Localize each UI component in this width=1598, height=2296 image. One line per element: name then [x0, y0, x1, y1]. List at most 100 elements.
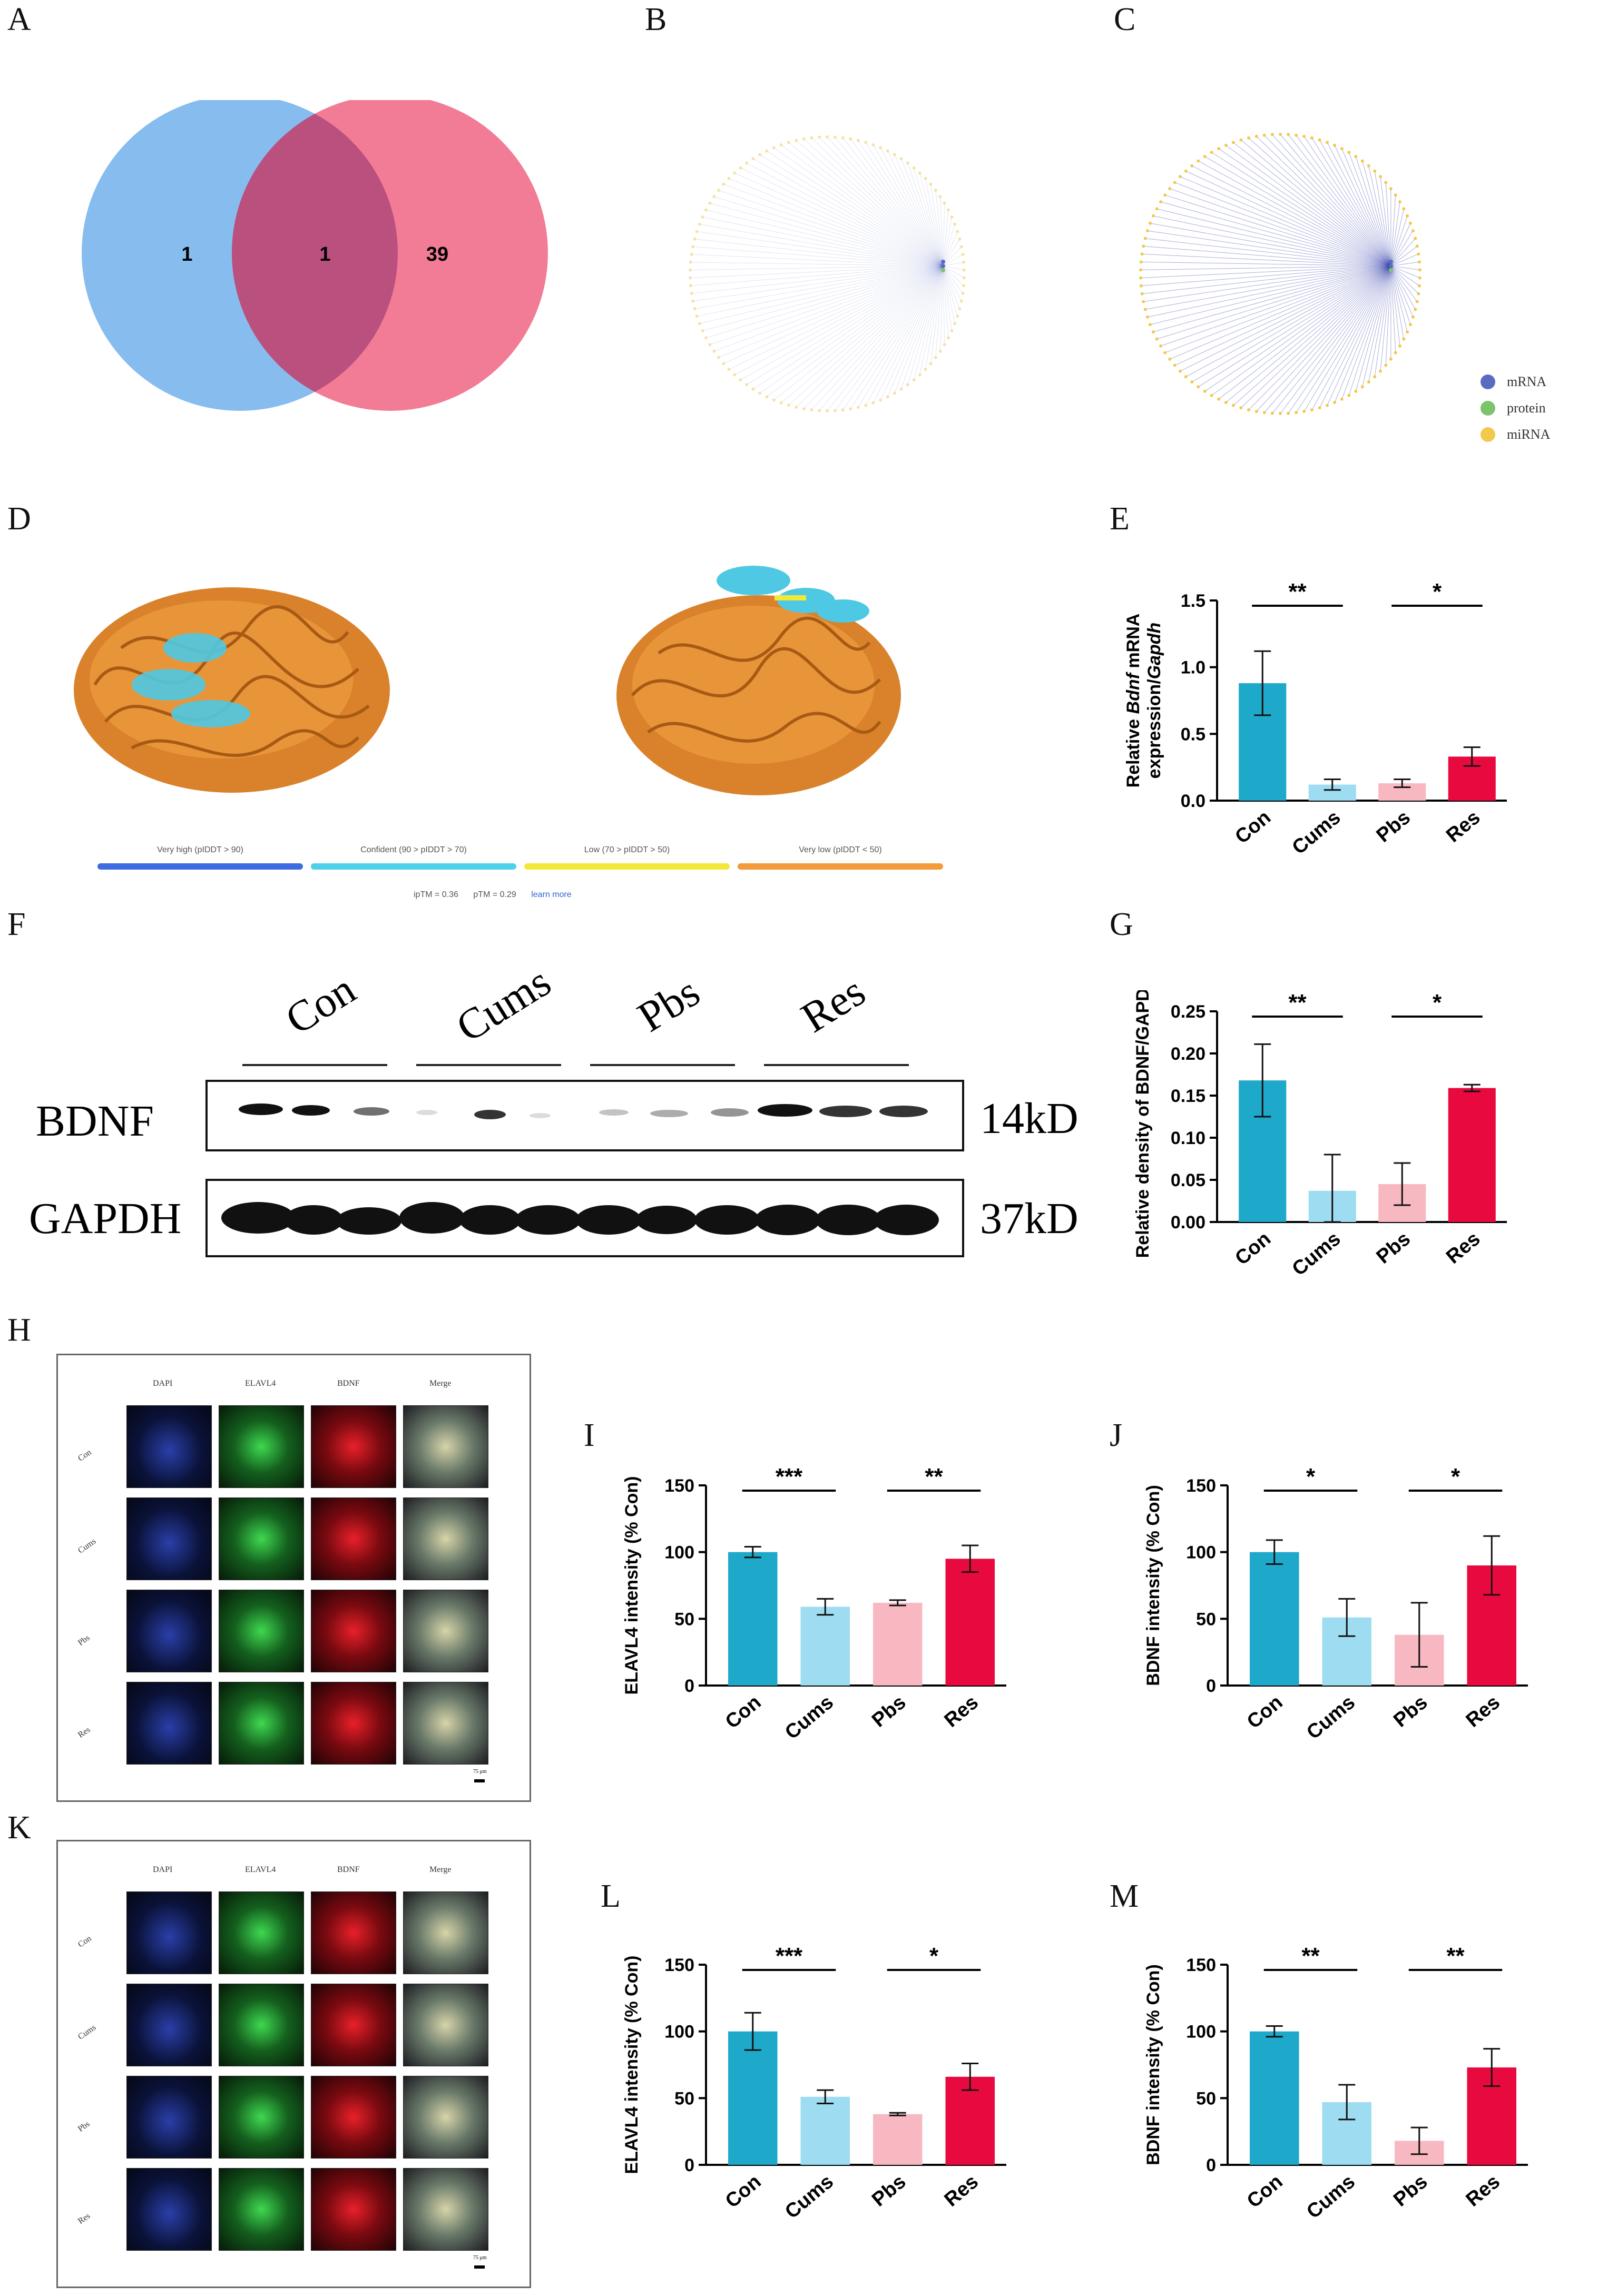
- protein-structure-right: [616, 566, 901, 795]
- net-b-node: [795, 406, 798, 409]
- chart-g-x-label-con: Con: [1231, 1228, 1275, 1270]
- net-b-node: [722, 182, 726, 186]
- if-h-image-pbs-dapi: [126, 1590, 212, 1672]
- net-c-node: [1254, 134, 1258, 138]
- if-h-image-res-elavl4: [219, 1682, 304, 1765]
- net-c-edge: [1303, 136, 1391, 267]
- chart-e-y-tick-label: 0.5: [1181, 724, 1205, 744]
- network-diagram-b: [689, 135, 966, 412]
- net-c-edge: [1165, 194, 1391, 267]
- if-h-image-cums-merge: [403, 1497, 488, 1580]
- net-c-node: [1295, 411, 1298, 415]
- net-c-edge: [1272, 265, 1391, 413]
- net-c-edge: [1390, 215, 1408, 267]
- net-b-edge: [887, 265, 944, 397]
- wb-underline-res: [764, 1064, 909, 1066]
- net-c-edge: [1390, 265, 1420, 270]
- net-c-node: [1149, 323, 1152, 327]
- net-c-node: [1398, 344, 1401, 348]
- net-c-node: [1384, 181, 1388, 184]
- panel-label-i: I: [584, 1417, 595, 1453]
- if-h-image-pbs-elavl4: [219, 1590, 304, 1672]
- net-b-edge: [894, 154, 944, 267]
- chart-e-x-label-pbs: Pbs: [1372, 806, 1415, 847]
- net-b-node: [856, 406, 860, 409]
- learn-more-link[interactable]: learn more: [531, 890, 572, 899]
- chart-e-x-label-con: Con: [1231, 806, 1275, 849]
- net-b-node: [779, 143, 783, 147]
- net-c-edge: [1348, 152, 1391, 267]
- net-c-node: [1302, 410, 1306, 413]
- net-b-node: [758, 391, 762, 395]
- net-b-node: [879, 146, 883, 150]
- net-b-edge: [691, 265, 944, 294]
- net-b-edge: [943, 210, 949, 267]
- chart-g-sig-label: *: [1433, 990, 1442, 1016]
- net-c-node: [1190, 380, 1194, 384]
- net-c-edge: [1204, 265, 1391, 392]
- chart-j-y-tick-label: 100: [1186, 1543, 1216, 1563]
- net-c-edge: [1256, 265, 1391, 412]
- net-b-node: [938, 349, 942, 353]
- panel-label-e: E: [1110, 501, 1130, 537]
- net-c-node: [1367, 380, 1370, 384]
- net-c-edge: [1355, 265, 1391, 392]
- net-c-node: [1347, 151, 1351, 154]
- legend-dot-mirna: [1481, 427, 1495, 442]
- chart-e-sig-label: *: [1433, 579, 1442, 605]
- net-b-edge: [925, 178, 944, 267]
- chart-i-sig-label: ***: [776, 1464, 803, 1490]
- net-c-edge: [1142, 253, 1391, 267]
- net-b-node: [704, 208, 708, 212]
- net-b-node: [962, 268, 966, 272]
- net-c-node: [1197, 385, 1200, 389]
- net-b-edge: [894, 265, 944, 393]
- net-c-node: [1279, 133, 1282, 136]
- net-c-node: [1418, 268, 1421, 272]
- net-b-edge: [943, 254, 963, 267]
- chart-l-y-tick-label: 50: [674, 2088, 694, 2108]
- net-c-node: [1151, 330, 1155, 334]
- net-b-edge: [943, 224, 955, 267]
- net-b-edge: [943, 265, 962, 301]
- net-b-node: [722, 362, 726, 366]
- net-c-edge: [1334, 265, 1391, 403]
- chart-m-x-label-con: Con: [1243, 2171, 1287, 2213]
- wb-group-cums: Cums: [448, 957, 559, 1051]
- net-b-edge: [827, 265, 944, 411]
- net-b-node: [693, 307, 697, 311]
- net-b-edge: [759, 265, 944, 393]
- net-c-edge: [1390, 265, 1420, 287]
- net-c-edge: [1141, 265, 1391, 287]
- net-c-edge: [1272, 134, 1391, 267]
- net-c-node: [1389, 357, 1393, 361]
- chart-i-y-tick-label: 100: [664, 1543, 694, 1563]
- net-c-edge: [1296, 135, 1391, 267]
- net-b-node: [934, 356, 937, 359]
- chart-i-bar-cums: [800, 1607, 850, 1686]
- net-c-hub-protein: [1389, 268, 1393, 272]
- if-h-scale-bar: [474, 1779, 485, 1782]
- net-b-edge: [865, 142, 944, 267]
- net-b-edge: [796, 265, 944, 408]
- if-h-header-dapi: DAPI: [153, 1379, 173, 1388]
- net-c-edge: [1296, 265, 1391, 413]
- net-b-edge: [872, 144, 944, 267]
- net-b-node: [841, 136, 845, 140]
- plddt-bar-confident: [311, 863, 516, 870]
- net-b-node: [929, 182, 933, 186]
- if-k-image-cums-elavl4: [219, 1984, 304, 2066]
- net-b-edge: [819, 137, 944, 267]
- net-b-node: [956, 230, 959, 233]
- net-c-edge: [1169, 265, 1391, 360]
- net-c-node: [1163, 193, 1167, 197]
- net-c-node: [1408, 221, 1412, 225]
- net-b-edge: [872, 265, 944, 403]
- if-h-row-label-con: Con: [76, 1447, 93, 1463]
- net-b-edge: [699, 224, 944, 267]
- net-c-edge: [1141, 261, 1391, 267]
- net-b-edge: [694, 239, 944, 267]
- net-b-edge: [907, 265, 944, 385]
- net-b-node: [943, 343, 946, 347]
- net-c-node: [1163, 351, 1167, 354]
